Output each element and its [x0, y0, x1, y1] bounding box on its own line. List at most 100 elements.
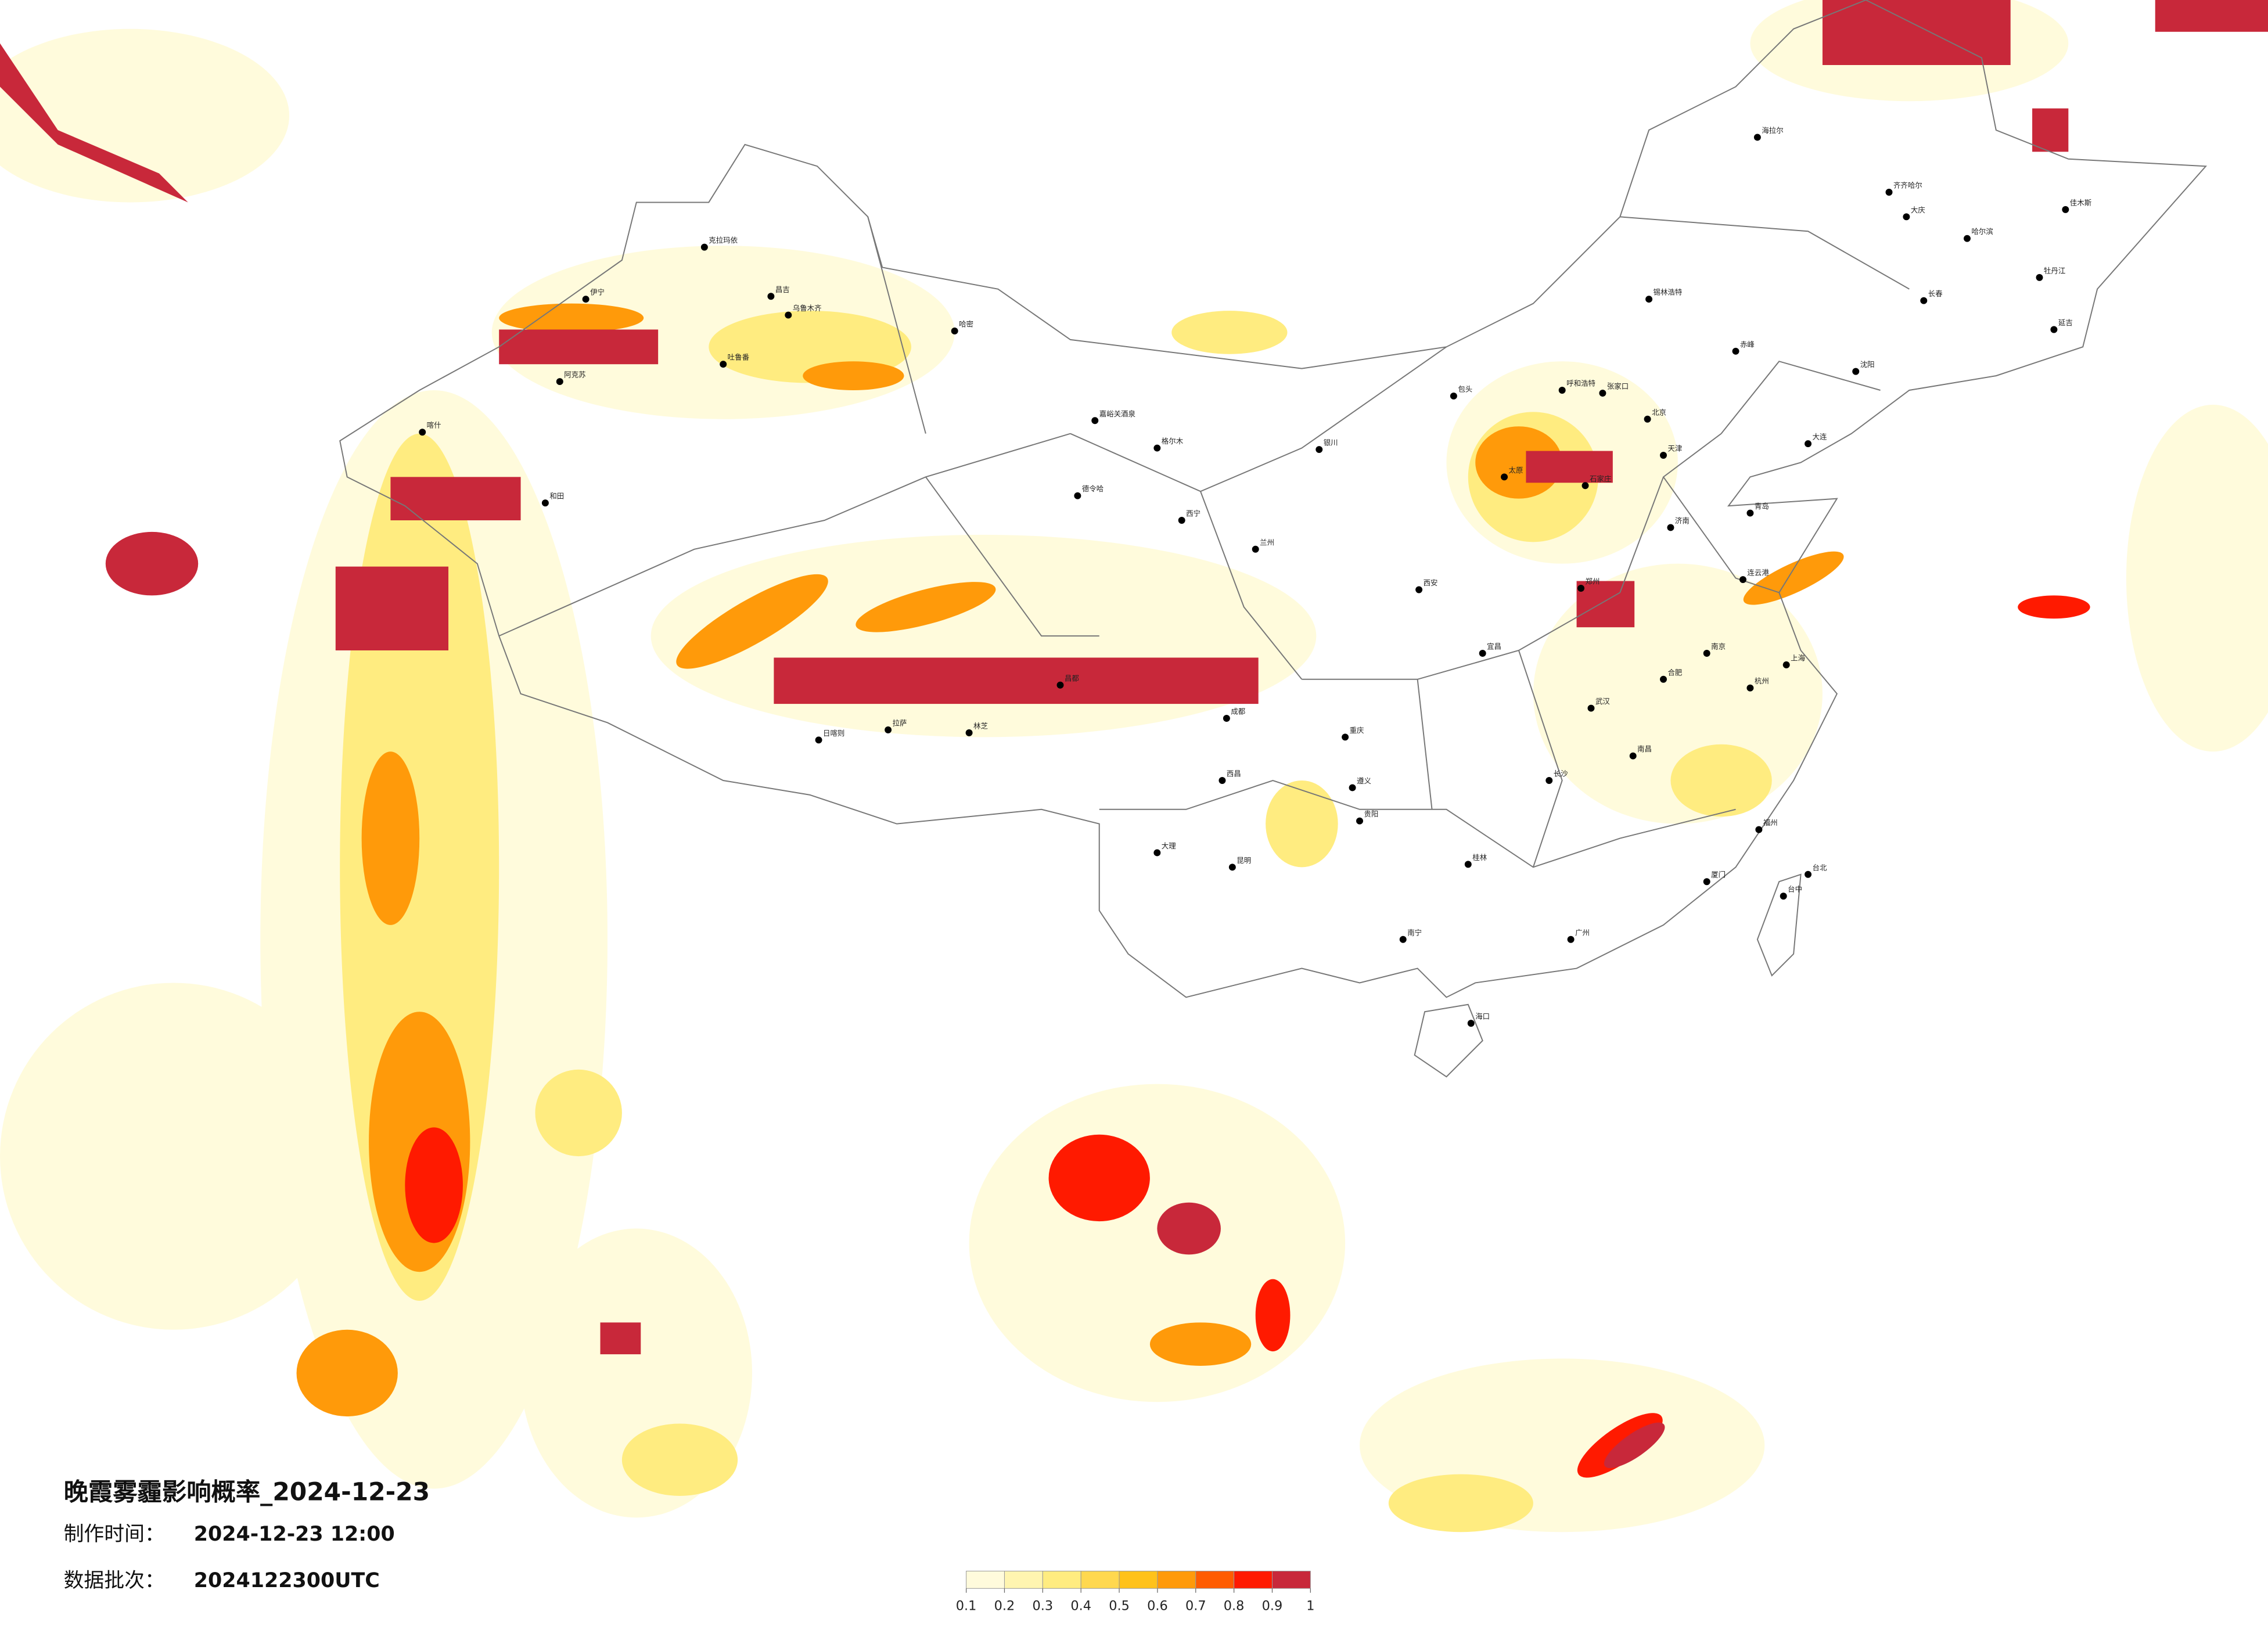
- city-dot: [2062, 206, 2069, 213]
- city-dot: [1746, 684, 1754, 692]
- city-dot: [1903, 213, 1910, 221]
- legend-swatch: [966, 1570, 1005, 1589]
- city-label: 长沙: [1554, 769, 1568, 778]
- city-dot: [1558, 387, 1566, 394]
- city-label: 乌鲁木齐: [793, 304, 822, 312]
- city-dot: [1746, 509, 1754, 517]
- legend-tick-label: 0.6: [1147, 1599, 1168, 1614]
- city-label: 天津: [1667, 444, 1682, 453]
- city-dot: [1074, 492, 1081, 499]
- city-label: 伊宁: [590, 288, 605, 297]
- legend-tick-label: 1: [1306, 1599, 1314, 1614]
- city-dot: [1153, 849, 1161, 857]
- city-label: 南宁: [1407, 928, 1422, 937]
- city-dot: [1782, 661, 1790, 668]
- legend-tick-label: 0.3: [1033, 1599, 1054, 1614]
- city-dot: [885, 726, 892, 733]
- city-label: 桂林: [1472, 853, 1487, 862]
- city-dot: [1415, 586, 1423, 593]
- city-label: 连云港: [1747, 569, 1769, 577]
- city-dot: [1056, 681, 1064, 689]
- city-label: 石家庄: [1590, 474, 1611, 483]
- city-label: 台北: [1813, 863, 1827, 872]
- city-dot: [556, 378, 563, 386]
- city-dot: [1228, 864, 1236, 871]
- city-dot: [1464, 861, 1472, 868]
- city-dot: [1920, 297, 1928, 304]
- city-dot: [1755, 826, 1763, 833]
- city-dot: [767, 293, 775, 300]
- city-dot: [1252, 545, 1259, 553]
- city-label: 大庆: [1911, 206, 1925, 214]
- city-dot: [1545, 777, 1553, 784]
- city-dot: [2050, 326, 2058, 333]
- city-dot: [785, 311, 792, 319]
- city-label: 昌吉: [775, 285, 790, 294]
- city-label: 西安: [1424, 578, 1438, 587]
- city-label: 张家口: [1607, 382, 1629, 391]
- city-label: 广州: [1575, 928, 1590, 937]
- city-dot: [1805, 870, 1812, 878]
- city-dot: [1599, 390, 1606, 397]
- legend-tick-label: 0.1: [956, 1599, 977, 1614]
- city-label: 台中: [1788, 885, 1802, 894]
- city-dot: [1153, 444, 1161, 452]
- city-dot: [1703, 650, 1710, 657]
- city-dot: [1450, 392, 1457, 400]
- city-dot: [1732, 347, 1739, 355]
- city-label: 阿克苏: [564, 370, 585, 379]
- city-dot: [1964, 235, 1971, 242]
- city-dot: [582, 296, 590, 303]
- city-label: 太原: [1509, 466, 1523, 474]
- legend-swatch: [1271, 1570, 1311, 1589]
- city-dot: [1885, 189, 1893, 196]
- city-label: 杭州: [1755, 677, 1769, 685]
- city-dot: [700, 243, 708, 251]
- city-label: 喀什: [427, 421, 441, 430]
- city-label: 南京: [1711, 642, 1726, 651]
- legend-tick-label: 0.4: [1070, 1599, 1091, 1614]
- map-title: 晚霞雾霾影响概率_2024-12-23: [64, 1477, 430, 1506]
- meta-label: 制作时间：: [64, 1523, 165, 1546]
- city-dot: [1582, 482, 1589, 490]
- city-label: 贵阳: [1364, 810, 1378, 818]
- taiwan: [1756, 873, 1802, 977]
- city-label: 佳木斯: [2070, 198, 2091, 207]
- city-dot: [541, 499, 549, 507]
- city-label: 克拉玛依: [709, 236, 738, 244]
- legend-swatch: [1157, 1570, 1196, 1589]
- city-dot: [1703, 878, 1710, 886]
- city-label: 哈密: [959, 319, 973, 328]
- boundaries: [339, 0, 2208, 1078]
- legend: 0.1 0.2 0.3 0.4 0.5 0.6 0.7 0.8 0.9 1: [956, 1570, 1314, 1614]
- city-label: 拉萨: [893, 718, 907, 727]
- city-dot: [1739, 576, 1746, 584]
- legend-tick-label: 0.8: [1224, 1599, 1245, 1614]
- city-label: 大理: [1162, 841, 1176, 850]
- city-label: 遵义: [1357, 776, 1371, 785]
- city-label: 福州: [1763, 818, 1778, 827]
- legend-swatch: [1042, 1570, 1081, 1589]
- city-dot: [1567, 936, 1575, 943]
- city-dot: [1399, 936, 1407, 943]
- city-label: 赤峰: [1740, 340, 1755, 348]
- city-dot: [1178, 517, 1185, 524]
- city-dot: [1805, 440, 1812, 448]
- city-label: 锡林浩特: [1654, 288, 1683, 297]
- city-dot: [2036, 274, 2043, 281]
- city-dot: [1315, 446, 1323, 454]
- city-label: 成都: [1231, 707, 1245, 716]
- city-label: 上海: [1791, 653, 1805, 662]
- city-label: 格尔木: [1162, 437, 1184, 445]
- city-label: 银川: [1324, 438, 1338, 447]
- city-dot: [815, 736, 822, 744]
- city-label: 包头: [1458, 384, 1472, 393]
- city-dot: [419, 429, 426, 436]
- city-dot: [1645, 296, 1653, 303]
- city-label: 海口: [1475, 1012, 1490, 1021]
- city-label: 嘉峪关酒泉: [1099, 409, 1136, 418]
- city-dot: [1629, 752, 1637, 760]
- city-label: 德令哈: [1082, 484, 1104, 493]
- city-dot: [1223, 715, 1230, 722]
